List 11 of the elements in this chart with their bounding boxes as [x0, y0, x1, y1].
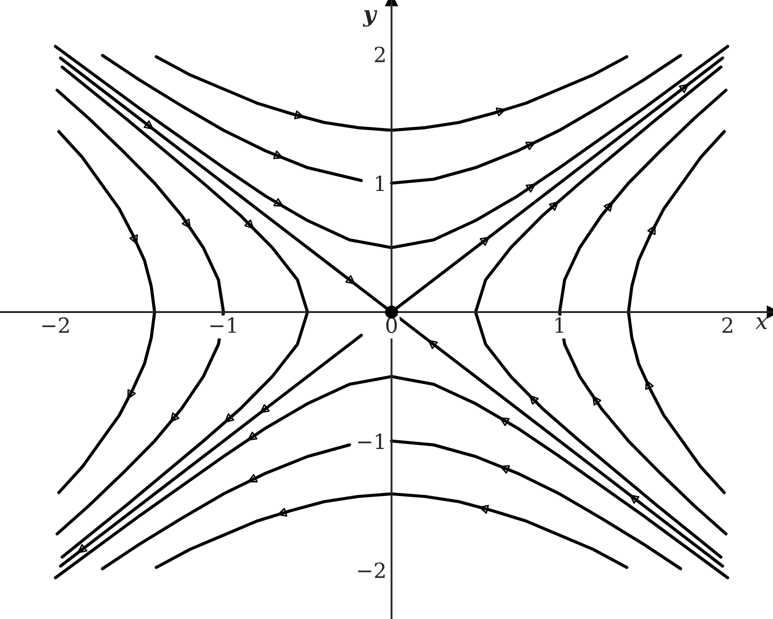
x-tick-label: 0: [386, 317, 397, 334]
y-tick-label: 1: [376, 176, 384, 192]
x-tick-label: −2: [42, 317, 69, 333]
x-tick-label: 2: [722, 317, 732, 333]
x-axis-title: x: [755, 317, 768, 329]
y-tick-label: −2: [358, 562, 385, 578]
x-tick-label: −1: [210, 317, 236, 333]
y-axis-title: y: [362, 10, 378, 27]
y-tick-label: 2: [374, 46, 385, 62]
x-tick-label: 1: [556, 317, 564, 333]
y-tick-label: −1: [358, 433, 384, 449]
